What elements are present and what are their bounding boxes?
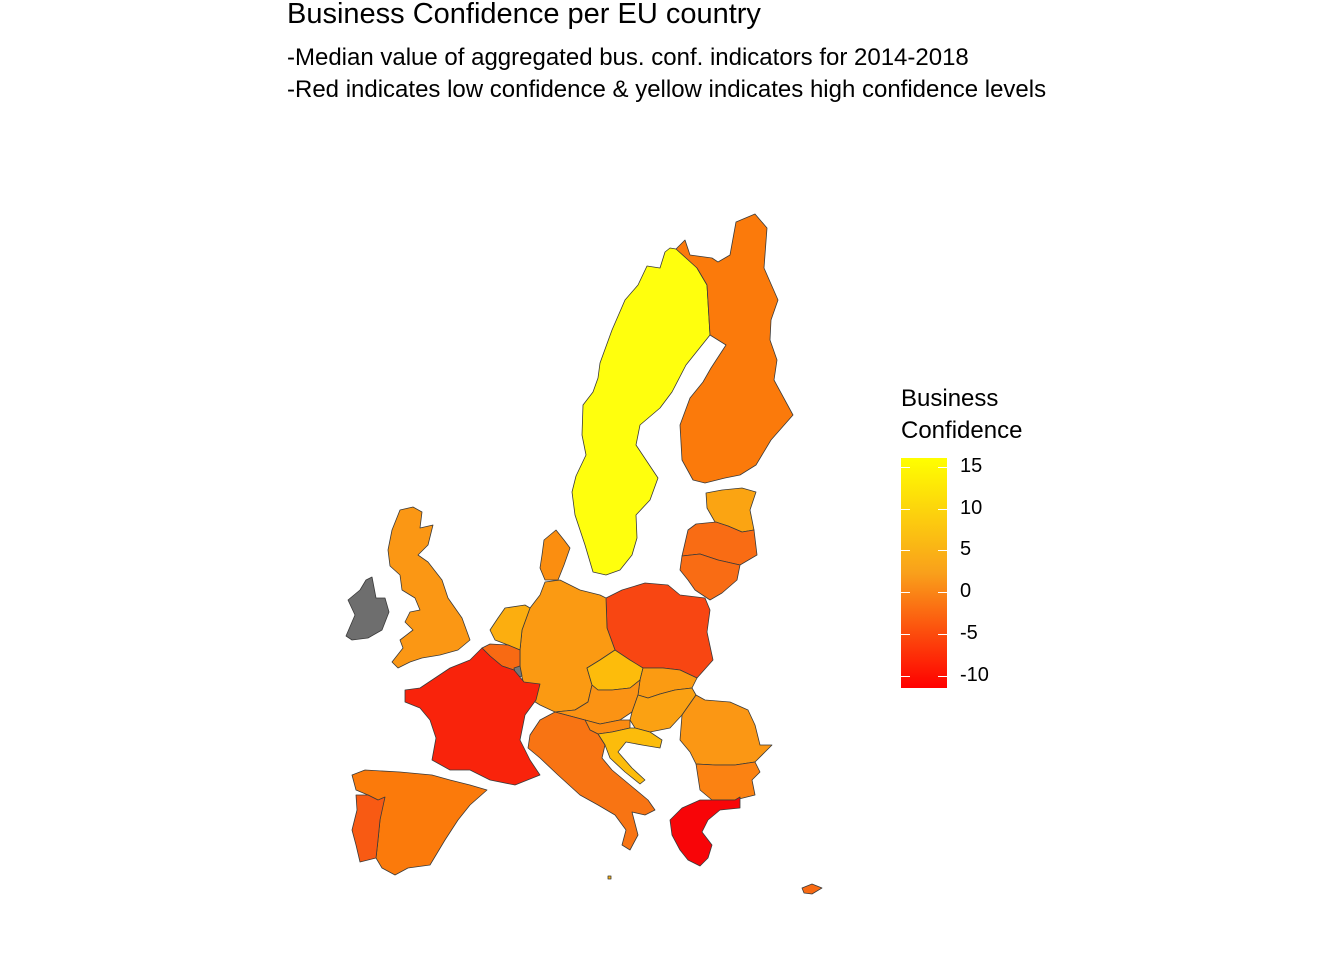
legend-tick-mark (901, 509, 910, 510)
legend-tick-label: 5 (960, 538, 972, 560)
legend-title-line-2: Confidence (901, 417, 1023, 444)
country-romania[interactable] (679, 694, 773, 766)
legend-tick-label: 0 (960, 580, 972, 602)
subtitle-line-1: -Median value of aggregated bus. conf. i… (287, 44, 969, 71)
country-denmark[interactable] (539, 529, 571, 581)
legend-tick-mark (901, 676, 910, 677)
country-united-kingdom[interactable] (387, 506, 471, 669)
country-cyprus[interactable] (801, 883, 823, 895)
legend-tick-mark (938, 467, 947, 468)
legend-tick-mark (901, 467, 910, 468)
legend-tick-mark (901, 592, 910, 593)
subtitle-line-2: -Red indicates low confidence & yellow i… (287, 76, 1047, 103)
legend-colorbar (901, 458, 947, 688)
legend-tick-mark (938, 634, 947, 635)
country-bulgaria[interactable] (695, 761, 761, 801)
legend-tick-mark (938, 550, 947, 551)
legend-title-line-1: Business (901, 385, 999, 412)
legend-tick-mark (901, 550, 910, 551)
legend-tick-mark (938, 509, 947, 510)
country-greece[interactable] (669, 796, 741, 867)
country-malta[interactable] (607, 875, 612, 880)
legend-tick-mark (938, 676, 947, 677)
country-croatia[interactable] (597, 727, 663, 785)
country-finland[interactable] (675, 213, 794, 484)
country-lithuania[interactable] (679, 553, 741, 601)
legend-tick-label: -5 (960, 622, 978, 644)
legend-tick-mark (901, 634, 910, 635)
country-sweden[interactable] (571, 247, 711, 576)
country-france[interactable] (404, 647, 541, 786)
country-portugal[interactable] (351, 794, 386, 863)
legend-tick-mark (938, 592, 947, 593)
country-ireland[interactable] (345, 576, 390, 641)
legend-tick-label: 10 (960, 497, 983, 519)
country-italy[interactable] (527, 711, 656, 851)
legend-tick-label: -10 (960, 664, 989, 686)
legend-tick-label: 15 (960, 455, 983, 477)
chart-title: Business Confidence per EU country (287, 0, 761, 30)
